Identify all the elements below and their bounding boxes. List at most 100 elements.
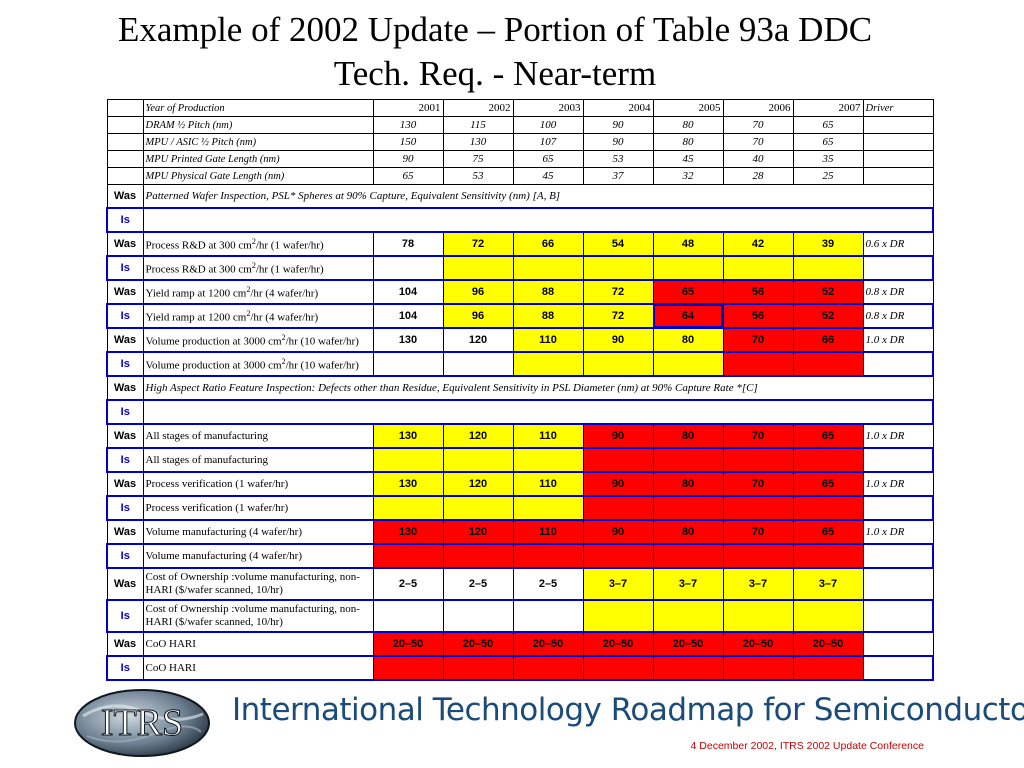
value-cell [792,351,864,377]
value-cell: 52 [792,303,864,329]
node-value: 130 [442,133,514,151]
row-label: CoO HARI [142,655,374,681]
driver-cell [862,447,934,473]
value-cell: 104 [372,279,444,305]
value-cell [652,655,724,681]
value-cell: 3–7 [722,567,794,601]
value-cell: 90 [582,327,654,353]
value-cell [582,447,654,473]
value-cell [722,447,794,473]
was-tag: Was [106,631,144,657]
row-label-sup: 2 [281,332,286,342]
node-value: 65 [372,167,444,185]
value-cell: 88 [512,279,584,305]
value-cell [722,495,794,521]
value-cell [722,255,794,281]
value-cell: 39 [792,231,864,257]
value-cell [512,599,584,633]
is-row: Is Volume manufacturing (4 wafer/hr) [106,543,934,569]
value-cell: 20–50 [442,631,514,657]
driver-cell [862,599,934,633]
row-label: Volume manufacturing (4 wafer/hr) [142,519,374,545]
is-row: Is [106,207,934,233]
value-cell: 120 [442,423,514,449]
value-cell: 90 [582,471,654,497]
value-cell [512,447,584,473]
row-label: Process verification (1 wafer/hr) [142,471,374,497]
row-label-text: /hr (10 wafer/hr) [285,335,359,348]
node-value: 70 [722,116,794,134]
node-value: 37 [582,167,654,185]
node-row: DRAM ½ Pitch (nm) 130 115 100 90 80 70 65 [106,116,934,134]
value-cell [372,655,444,681]
row-label: Process R&D at 300 cm2/hr (1 wafer/hr) [142,231,374,257]
value-cell: 110 [512,519,584,545]
brand-name: International Technology Roadmap for Sem… [232,692,1024,728]
was-tag: Was [106,279,144,305]
node-value: 65 [792,133,864,151]
node-row: MPU / ASIC ½ Pitch (nm) 150 130 107 90 80 70 65 [106,133,934,151]
value-cell [512,351,584,377]
value-cell: 66 [792,327,864,353]
value-cell: 96 [442,279,514,305]
row-label: Process verification (1 wafer/hr) [142,495,374,521]
node-value: 80 [652,133,724,151]
section-heading [142,207,934,233]
is-row: Is Cost of Ownership :volume manufacturin… [106,599,934,633]
value-cell [582,543,654,569]
value-cell [442,447,514,473]
was-row: Was CoO HARI 20–50 20–50 20–50 20–50 20–50 20–5… [106,631,934,657]
value-cell [652,495,724,521]
is-tag: Is [106,207,144,233]
driver-cell: 0.8 x DR [862,303,934,329]
was-row: Was Process R&D at 300 cm2/hr (1 wafer/hr… [106,231,934,257]
value-cell [792,447,864,473]
year-header-row: Year of Production 2001 2002 2003 2004 2005 20… [106,99,934,117]
driver-cell: 0.6 x DR [862,231,934,257]
value-cell [582,255,654,281]
value-cell [372,255,444,281]
row-label: Cost of Ownership :volume manufacturing,… [142,599,374,633]
value-cell [512,255,584,281]
year-cell: 2005 [652,99,724,117]
value-cell [582,495,654,521]
value-cell: 56 [722,279,794,305]
node-label: MPU / ASIC ½ Pitch (nm) [142,133,374,151]
was-tag: Was [106,567,144,601]
node-label: MPU Physical Gate Length (nm) [142,167,374,185]
row-label-text: Process R&D at 300 cm [145,263,252,276]
empty-cell [106,116,144,134]
value-cell [582,599,654,633]
node-row: MPU Printed Gate Length (nm) 90 75 65 53 45 40… [106,150,934,168]
empty-cell [106,167,144,185]
year-cell: 2002 [442,99,514,117]
value-cell: 120 [442,327,514,353]
year-cell: 2007 [792,99,864,117]
node-label: DRAM ½ Pitch (nm) [142,116,374,134]
row-label-text: Volume production at 3000 cm [145,359,282,372]
row-label-sup: 2 [251,260,256,270]
slide-title: Example of 2002 Update – Portion of Tabl… [0,8,990,96]
value-cell: 70 [722,327,794,353]
value-cell [442,543,514,569]
title-line-2: Tech. Req. - Near-term [333,54,657,93]
is-row: Is CoO HARI [106,655,934,681]
value-cell: 54 [582,231,654,257]
node-value: 65 [792,116,864,134]
value-cell [372,543,444,569]
value-cell: 3–7 [792,567,864,601]
value-cell [582,655,654,681]
value-cell [652,351,724,377]
value-cell: 72 [442,231,514,257]
value-cell: 80 [652,471,724,497]
is-row: Is Volume production at 3000 cm2/hr (10 w… [106,351,934,377]
value-cell [582,351,654,377]
empty-cell [106,133,144,151]
value-cell: 56 [722,303,794,329]
value-cell [792,255,864,281]
value-cell [792,543,864,569]
row-label-sup: 2 [246,308,251,318]
driver-cell: 1.0 x DR [862,471,934,497]
value-cell: 80 [652,423,724,449]
value-cell: 70 [722,471,794,497]
